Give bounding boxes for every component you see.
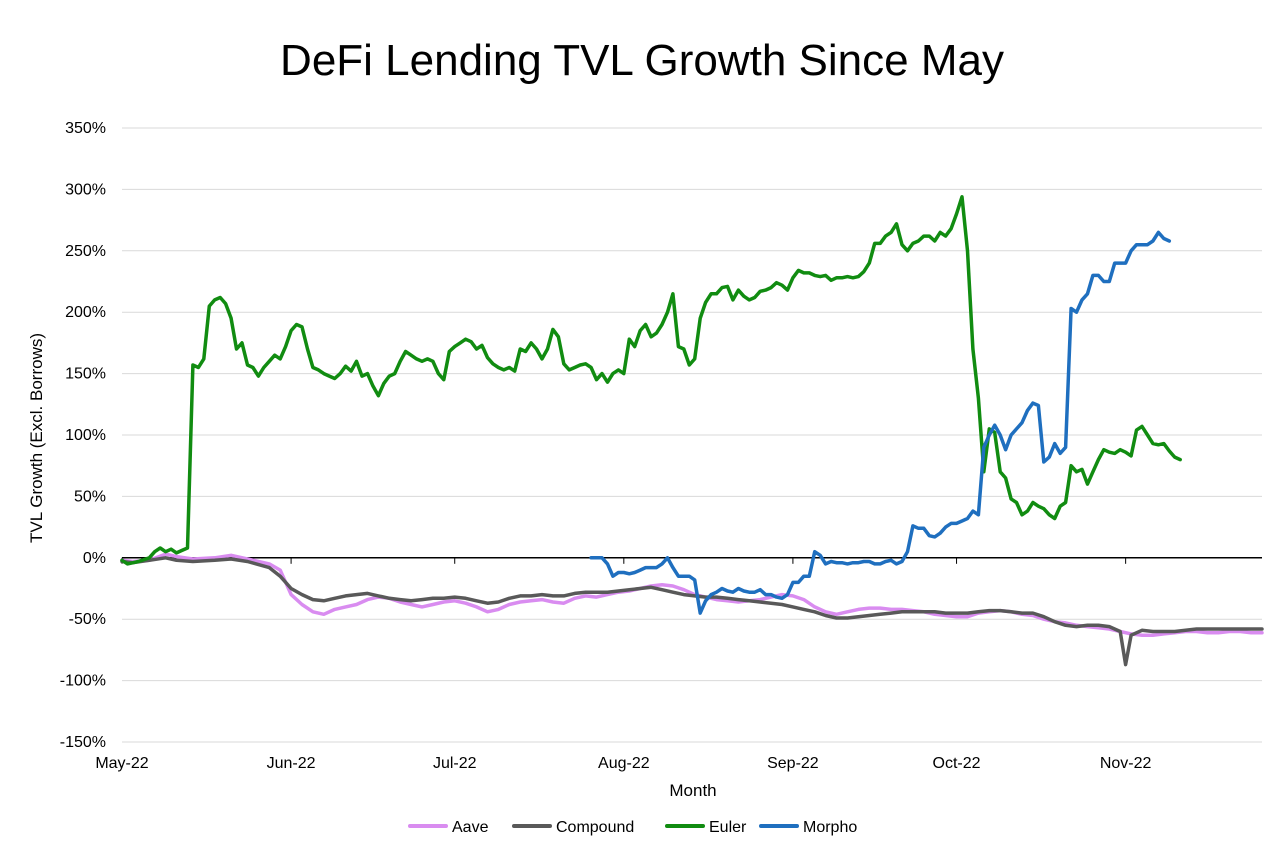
- y-tick-label: 150%: [65, 366, 106, 383]
- legend-label-euler: Euler: [709, 819, 747, 836]
- x-tick-label: May-22: [95, 755, 148, 772]
- x-tick-label: Oct-22: [933, 755, 981, 772]
- y-axis-ticks: 350% 300% 250% 200% 150% 100% 50% 0% -50% -100% -1…: [60, 120, 106, 751]
- series-lines: [120, 195, 1264, 667]
- x-axis-label: Month: [669, 781, 716, 800]
- legend-label-aave: Aave: [452, 819, 489, 836]
- y-tick-label: 50%: [74, 488, 106, 505]
- y-tick-label: 350%: [65, 120, 106, 137]
- series-line-euler: [120, 195, 1182, 566]
- y-tick-label: -100%: [60, 673, 106, 690]
- y-tick-label: 300%: [65, 181, 106, 198]
- chart-title: DeFi Lending TVL Growth Since May: [280, 36, 1004, 85]
- x-tick-label: Sep-22: [767, 755, 819, 772]
- y-tick-label: -50%: [69, 611, 106, 628]
- x-tick-label: Aug-22: [598, 755, 650, 772]
- y-tick-label: -150%: [60, 734, 106, 751]
- x-tick-label: Jul-22: [433, 755, 477, 772]
- y-axis-label: TVL Growth (Excl. Borrows): [27, 333, 46, 543]
- x-tick-label: Jun-22: [267, 755, 316, 772]
- legend: Aave Compound Euler Morpho: [408, 819, 857, 836]
- x-tick-label: Nov-22: [1100, 755, 1152, 772]
- y-tick-label: 250%: [65, 243, 106, 260]
- y-tick-label: 0%: [83, 550, 106, 567]
- series-line-compound: [120, 556, 1264, 667]
- y-tick-label: 200%: [65, 304, 106, 321]
- x-axis-ticks: May-22 Jun-22 Jul-22 Aug-22 Sep-22 Oct-22 Nov-…: [95, 557, 1152, 772]
- grid-lines: [122, 127, 1262, 743]
- legend-label-morpho: Morpho: [803, 819, 857, 836]
- series-line-morpho: [589, 230, 1172, 615]
- y-tick-label: 100%: [65, 427, 106, 444]
- legend-label-compound: Compound: [556, 819, 634, 836]
